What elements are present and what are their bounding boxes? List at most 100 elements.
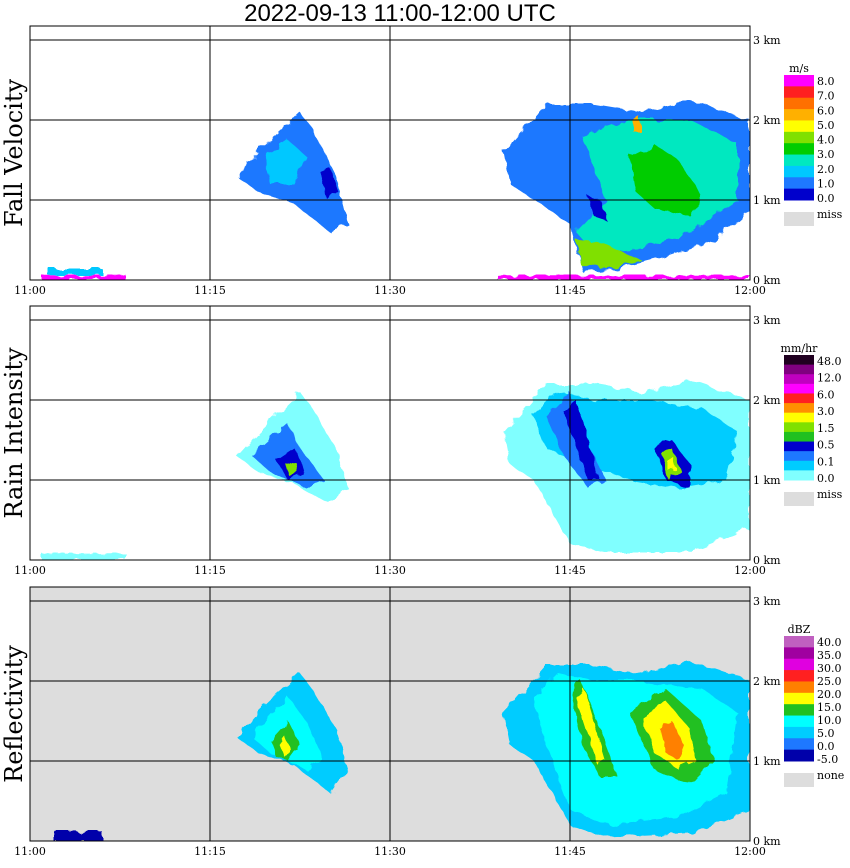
colorbar-swatch (784, 658, 814, 671)
colorbar-unit: dBZ (788, 623, 811, 636)
colorbar-missing-swatch (784, 492, 814, 506)
colorbar-swatch (784, 177, 814, 190)
y-tick-label: 1 km (753, 755, 781, 768)
colorbar-missing-swatch (784, 212, 814, 226)
colorbar-label: 0.1 (817, 455, 835, 468)
colorbar-swatch (784, 393, 814, 404)
chart-title: 2022-09-13 11:00-12:00 UTC (244, 0, 556, 27)
panel-frame (29, 305, 751, 561)
colorbar-swatch (784, 681, 814, 694)
x-tick-label: 11:15 (194, 564, 226, 577)
colorbar-swatch (784, 441, 814, 452)
colorbar-swatch (784, 75, 814, 87)
colorbar-swatch (784, 636, 814, 648)
panel-ylabel: Rain Intensity (0, 347, 28, 519)
colorbar-label: 0.5 (817, 439, 835, 452)
colorbar-label: 3.0 (817, 148, 835, 161)
echo-1-cyan (264, 140, 306, 184)
colorbar-label: 6.0 (817, 388, 835, 401)
colorbar-label: 0.0 (817, 192, 835, 205)
y-tick-label: 3 km (753, 314, 781, 327)
colorbar-label: 0.0 (817, 472, 835, 485)
surface-echo (54, 831, 102, 841)
echo-2-yellow (666, 456, 676, 472)
echo-layer (42, 380, 750, 560)
echo-1-green (285, 460, 298, 476)
echo-1-yellow (279, 737, 291, 757)
panel-ylabel: Fall Velocity (0, 79, 28, 228)
colorbar-swatch (784, 383, 814, 394)
y-tick-label: 3 km (753, 34, 781, 47)
echo-2-green (630, 144, 702, 216)
colorbar-unit: mm/hr (781, 342, 819, 355)
echo-2-lime (576, 240, 642, 268)
colorbar-missing-label: miss (817, 488, 843, 501)
x-tick-label: 11:15 (194, 845, 226, 858)
x-tick-label: 11:45 (554, 564, 586, 577)
colorbar-swatch (784, 749, 814, 762)
colorbar-label: 20.0 (817, 688, 842, 701)
colorbar-label: 40.0 (817, 636, 842, 649)
colorbar-label: 30.0 (817, 662, 842, 675)
colorbar-swatch (784, 422, 814, 433)
colorbar-swatch (784, 154, 814, 167)
colorbar-swatch (784, 726, 814, 739)
colorbar-label: 3.0 (817, 405, 835, 418)
colorbar-label: 1.5 (817, 422, 835, 435)
colorbar-swatch (784, 97, 814, 110)
y-tick-label: 2 km (753, 394, 781, 407)
echo-layer (42, 100, 750, 280)
colorbar-label: 1.0 (817, 177, 835, 190)
colorbar-label: 2.0 (817, 163, 835, 176)
colorbar-swatch (784, 364, 814, 375)
y-tick-label: 2 km (753, 114, 781, 127)
colorbar-label: 12.0 (817, 372, 842, 385)
colorbar-swatch (784, 374, 814, 385)
colorbar-missing-label: miss (817, 208, 843, 221)
colorbar-label: 35.0 (817, 649, 842, 662)
colorbar-swatch (784, 143, 814, 156)
panel-frame (29, 586, 751, 842)
colorbar-swatch (784, 647, 814, 660)
echo-2-dark-1 (564, 400, 600, 480)
colorbar-label: 5.0 (817, 119, 835, 132)
colorbar-label: 5.0 (817, 727, 835, 740)
colorbar-label: 15.0 (817, 701, 842, 714)
x-tick-label: 11:30 (374, 284, 406, 297)
colorbar-swatch (784, 403, 814, 414)
surface-light (42, 553, 126, 560)
colorbar-missing-swatch (784, 773, 814, 787)
colorbar-label: 6.0 (817, 104, 835, 117)
panel-ylabel: Reflectivity (0, 645, 28, 783)
y-tick-label: 3 km (753, 595, 781, 608)
x-tick-label: 12:00 (734, 845, 766, 858)
colorbar-swatch (784, 692, 814, 705)
colorbar-label: 7.0 (817, 90, 835, 103)
surface-cyan (48, 268, 102, 276)
colorbar-label: -5.0 (817, 753, 838, 766)
colorbar-swatch (784, 109, 814, 121)
echo-2-dark (588, 196, 606, 220)
colorbar-missing-label: none (817, 769, 844, 782)
surface-band (42, 275, 126, 280)
colorbar-swatch (784, 704, 814, 717)
colorbar-swatch (784, 120, 814, 133)
colorbar-swatch (784, 738, 814, 751)
panel-2: 0 km 1 km 2 km 3 km 11:00 11:15 11:30 11:45 12:0… (0, 305, 843, 577)
surface-band-2 (498, 275, 750, 280)
colorbar-swatch (784, 355, 814, 366)
x-tick-label: 11:30 (374, 845, 406, 858)
colorbar-unit: m/s (789, 62, 809, 75)
x-tick-label: 11:45 (554, 284, 586, 297)
x-tick-label: 11:15 (194, 284, 226, 297)
x-tick-label: 11:00 (14, 845, 46, 858)
colorbar-swatch (784, 670, 814, 682)
y-tick-label: 0 km (753, 835, 781, 848)
x-tick-label: 11:30 (374, 564, 406, 577)
colorbar-swatch (784, 131, 814, 144)
panel-3: 0 km 1 km 2 km 3 km 11:00 11:15 11:30 11:45 12:0… (0, 586, 844, 858)
colorbar-swatch (784, 86, 814, 99)
y-tick-label: 2 km (753, 675, 781, 688)
colorbar-label: 4.0 (817, 134, 835, 147)
